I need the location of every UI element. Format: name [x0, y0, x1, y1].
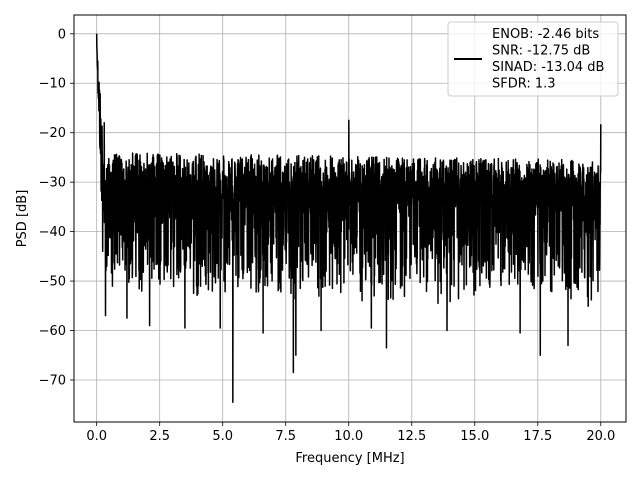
- legend-sinad: SINAD: -13.04 dB: [492, 60, 604, 75]
- y-tick-label: −60: [39, 324, 66, 339]
- y-tick-label: −20: [39, 126, 66, 141]
- y-tick-label: 0: [58, 27, 66, 42]
- legend-enob: ENOB: -2.46 bits: [492, 27, 599, 42]
- x-axis-label: Frequency [MHz]: [295, 451, 404, 466]
- x-tick-label: 12.5: [397, 429, 426, 444]
- x-tick-label: 0.0: [86, 429, 107, 444]
- y-tick-label: −70: [39, 373, 66, 388]
- x-tick-label: 15.0: [460, 429, 489, 444]
- y-axis-label: PSD [dB]: [15, 190, 30, 248]
- y-tick-label: −50: [39, 275, 66, 290]
- ticks: 0.0 2.5 5.0 7.5 10.0 12.5 15.0 17.5 20.0 0 −10 −20 −…: [39, 27, 616, 444]
- x-tick-label: 7.5: [275, 429, 296, 444]
- legend: ENOB: -2.46 bits SNR: -12.75 dB SINAD: -…: [447, 21, 619, 97]
- legend-snr: SNR: -12.75 dB: [492, 44, 590, 59]
- plot-area: [95, 33, 602, 403]
- x-tick-label: 2.5: [149, 429, 170, 444]
- x-tick-label: 10.0: [334, 429, 363, 444]
- x-tick-label: 5.0: [212, 429, 233, 444]
- legend-box: [447, 21, 619, 97]
- axes-frame: [73, 14, 627, 423]
- legend-sfdr: SFDR: 1.3: [492, 77, 556, 92]
- y-tick-label: −40: [39, 225, 66, 240]
- y-tick-label: −10: [39, 77, 66, 92]
- psd-series-line: [95, 33, 602, 403]
- x-tick-label: 17.5: [523, 429, 552, 444]
- y-tick-label: −30: [39, 176, 66, 191]
- x-tick-label: 20.0: [586, 429, 615, 444]
